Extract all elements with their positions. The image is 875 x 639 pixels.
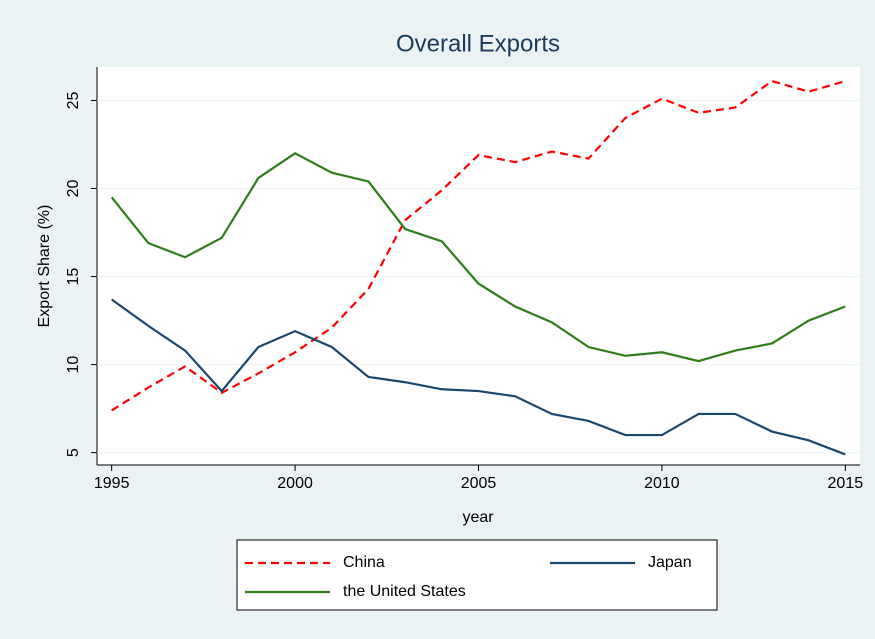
y-tick-label: 10 <box>65 356 82 374</box>
x-tick-label: 2000 <box>277 475 313 492</box>
series-line <box>111 298 846 456</box>
x-tick-label: 2015 <box>828 475 864 492</box>
legend <box>236 539 718 611</box>
x-axis-label: year <box>462 509 494 526</box>
y-tick-label: 15 <box>65 268 82 286</box>
y-tick-label: 5 <box>65 448 82 457</box>
series-line <box>110 152 846 363</box>
legend-label: China <box>343 554 385 571</box>
y-tick-label: 25 <box>65 91 82 109</box>
x-tick-label: 2010 <box>644 475 680 492</box>
series-line <box>111 79 846 412</box>
y-tick-label: 20 <box>65 180 82 198</box>
plot-area <box>97 67 860 465</box>
y-axis-label: Export Share (%) <box>36 205 53 328</box>
legend-label: Japan <box>648 554 692 571</box>
legend-label: the United States <box>343 583 466 600</box>
x-tick-label: 1995 <box>94 475 130 492</box>
chart-title: Overall Exports <box>396 30 560 57</box>
x-tick-label: 2005 <box>461 475 497 492</box>
